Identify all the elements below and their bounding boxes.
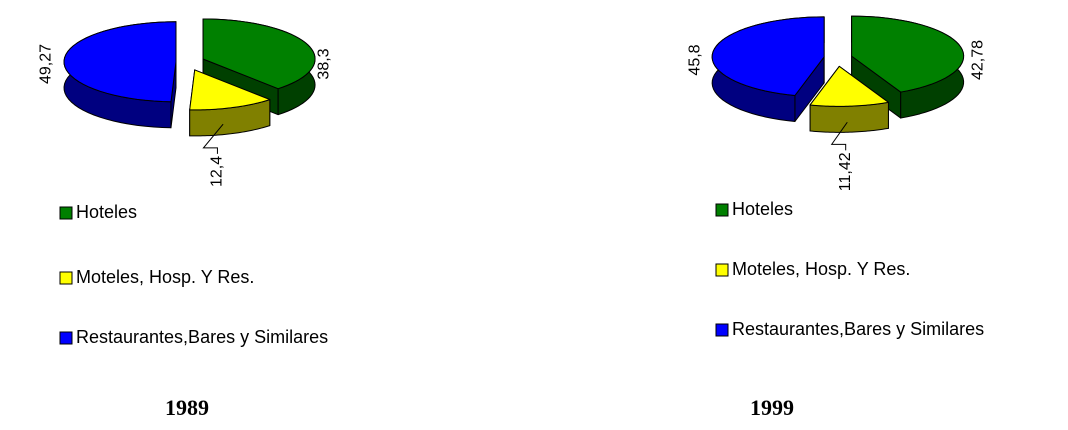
legend-swatch xyxy=(715,263,729,277)
legend-text: Hoteles xyxy=(732,199,793,219)
slice-side-band xyxy=(809,101,889,133)
value-label: 12,4 xyxy=(209,156,226,187)
legend-swatch xyxy=(59,206,73,220)
chart-title: 1999 xyxy=(750,395,794,420)
legend-swatch xyxy=(59,331,73,345)
legend-swatch xyxy=(715,203,729,217)
slice xyxy=(189,69,271,111)
legend-text: Restaurantes,Bares y Similares xyxy=(732,319,984,339)
slice xyxy=(711,16,825,97)
slice xyxy=(851,15,965,93)
slice xyxy=(63,21,177,103)
legend-text: Restaurantes,Bares y Similares xyxy=(76,327,328,347)
slice xyxy=(809,65,889,107)
value-label: 38,3 xyxy=(316,48,333,79)
legend-swatch xyxy=(59,271,73,285)
value-label: 45,8 xyxy=(686,44,703,75)
legend-text: Hoteles xyxy=(76,202,137,222)
legend-swatch xyxy=(715,323,729,337)
leader-line xyxy=(830,121,848,151)
value-label: 49,27 xyxy=(37,44,54,84)
chart-title: 1989 xyxy=(165,395,209,420)
slice xyxy=(202,18,316,90)
value-label: 11,42 xyxy=(837,152,854,191)
legend-text: Moteles, Hosp. Y Res. xyxy=(732,259,910,279)
leader-line xyxy=(202,123,224,154)
value-label: 42,78 xyxy=(970,40,987,80)
legend-text: Moteles, Hosp. Y Res. xyxy=(76,267,254,287)
